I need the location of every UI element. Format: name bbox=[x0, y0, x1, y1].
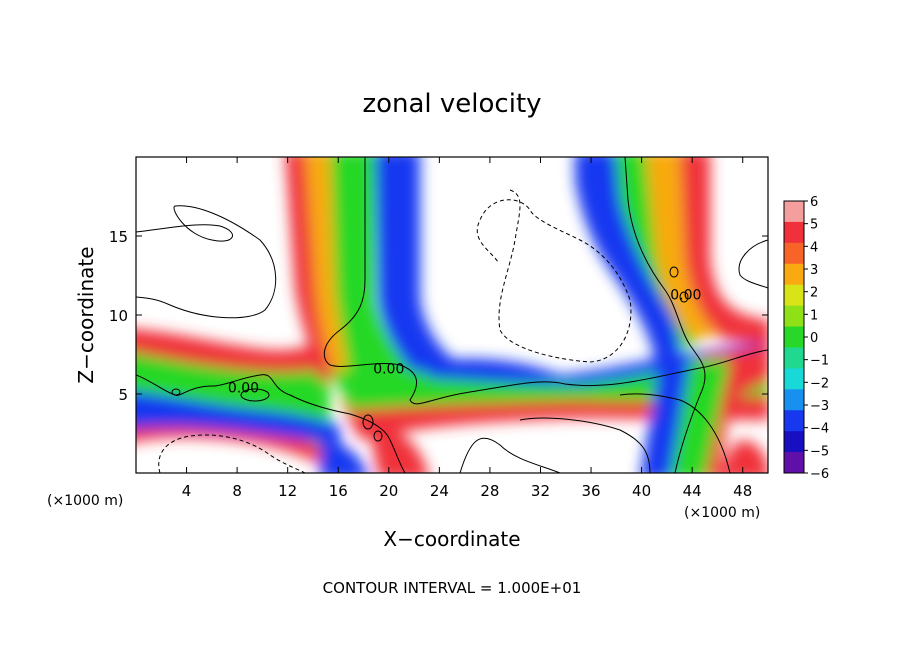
colorbar-swatch bbox=[784, 242, 804, 265]
colorbar-swatch bbox=[784, 263, 804, 286]
x-tick-label: 20 bbox=[379, 482, 398, 500]
chart-title: zonal velocity bbox=[362, 89, 541, 119]
x-axis-label: X−coordinate bbox=[383, 527, 520, 551]
colorbar-swatch bbox=[784, 305, 804, 328]
x-tick-label: 40 bbox=[632, 482, 651, 500]
colorbar-swatch bbox=[784, 389, 804, 411]
field-band-low-left-core bbox=[136, 391, 340, 445]
y-tick-label: 5 bbox=[118, 386, 128, 404]
y-tick-label: 15 bbox=[109, 228, 128, 246]
contour-interval-note: CONTOUR INTERVAL = 1.000E+01 bbox=[323, 579, 582, 597]
field-right-low-green bbox=[671, 360, 730, 473]
field-bottom-right-red bbox=[721, 440, 768, 473]
colorbar-label: −6 bbox=[810, 467, 829, 482]
colorbar-swatch bbox=[784, 410, 804, 432]
contour-island-right-2 bbox=[679, 291, 689, 303]
contour-line-bottom-mid bbox=[459, 437, 561, 473]
colorbar-label: −1 bbox=[810, 354, 829, 369]
field-right-orange bbox=[635, 157, 720, 340]
contour-label: 0.00 bbox=[670, 287, 701, 303]
x-tick-label: 28 bbox=[480, 482, 499, 500]
colorbar-label: 4 bbox=[810, 240, 818, 255]
contour-island-right-1 bbox=[669, 266, 679, 278]
colorbar-swatch bbox=[784, 431, 804, 453]
contour-line-upper-left bbox=[136, 205, 277, 319]
contour-label-group: 0.00 0.00 0.00 bbox=[228, 287, 702, 396]
plot-area: 0.000.000.00 4 8 12 16 20 24 28 32 36 40 44 48 5101… bbox=[109, 156, 769, 500]
x-tick-label: 48 bbox=[733, 482, 752, 500]
field-bottom-center-red bbox=[370, 420, 428, 473]
x-ticks: 4 8 12 16 20 24 28 32 36 40 44 48 bbox=[182, 157, 752, 500]
colorbar-label: 0 bbox=[810, 331, 818, 346]
x-tick-label: 12 bbox=[278, 482, 297, 500]
x-unit-right: (×1000 m) bbox=[684, 505, 760, 521]
colorbar-swatch bbox=[784, 221, 804, 244]
contour-line-dashed-center bbox=[476, 189, 632, 363]
field-right-blue bbox=[575, 157, 680, 360]
x-tick-label: 44 bbox=[683, 482, 702, 500]
contour-island-left-small bbox=[171, 388, 181, 396]
colorbar-swatch bbox=[784, 347, 804, 369]
colorbar-label: 2 bbox=[810, 286, 818, 301]
contour-island-mid-1 bbox=[362, 414, 374, 430]
field-plume-blue bbox=[375, 157, 460, 380]
colorbar-label: 5 bbox=[810, 218, 818, 233]
colorbar: 6 5 4 3 2 1 0 −1 −2 −3 −4 −5 −6 bbox=[783, 195, 829, 482]
x-tick-label: 16 bbox=[329, 482, 348, 500]
contour-island-left bbox=[240, 388, 270, 402]
colorbar-swatch bbox=[784, 284, 804, 307]
contour-line-zero-center bbox=[323, 157, 768, 405]
x-tick-label: 4 bbox=[182, 482, 192, 500]
field-right-green bbox=[610, 157, 700, 350]
colorbar-label: −4 bbox=[810, 422, 829, 437]
colorbar-label: −5 bbox=[810, 444, 829, 459]
colorbar-label: −3 bbox=[810, 399, 829, 414]
contour-line-far-right bbox=[738, 239, 768, 289]
field-band-mid-blue bbox=[420, 342, 768, 385]
x-tick-label: 36 bbox=[581, 482, 600, 500]
contour-island-mid-2 bbox=[373, 430, 383, 442]
colorbar-swatch bbox=[784, 452, 804, 474]
velocity-field bbox=[136, 157, 768, 473]
contour-label: 0.00 bbox=[228, 381, 259, 397]
contour-line-dashed-bottom-left bbox=[158, 434, 306, 473]
contour-lines bbox=[136, 157, 768, 473]
colorbar-swatch bbox=[784, 201, 804, 223]
colorbar-swatch bbox=[784, 368, 804, 390]
colorbar-label: 6 bbox=[810, 195, 818, 210]
field-plume-green bbox=[330, 157, 420, 385]
x-tick-label: 24 bbox=[430, 482, 449, 500]
colorbar-label: 1 bbox=[810, 308, 818, 323]
colorbar-label: 3 bbox=[810, 263, 818, 278]
y-axis-label: Z−coordinate bbox=[74, 246, 98, 383]
contour-lines-negative bbox=[158, 189, 632, 473]
contour-line-zero-right bbox=[624, 157, 706, 473]
contour-line-right-low bbox=[619, 393, 731, 473]
colorbar-label: −2 bbox=[810, 376, 829, 391]
y-tick-label: 10 bbox=[109, 307, 128, 325]
x-tick-label: 8 bbox=[232, 482, 242, 500]
field-bottom-center-blue bbox=[320, 440, 368, 473]
x-unit-left: (×1000 m) bbox=[47, 493, 123, 509]
contour-line-bottom-right bbox=[519, 417, 651, 473]
colorbar-swatch bbox=[784, 326, 804, 348]
y-ticks: 5 10 15 bbox=[109, 228, 768, 404]
x-tick-label: 32 bbox=[531, 482, 550, 500]
contour-label: 0.00 bbox=[373, 362, 404, 378]
